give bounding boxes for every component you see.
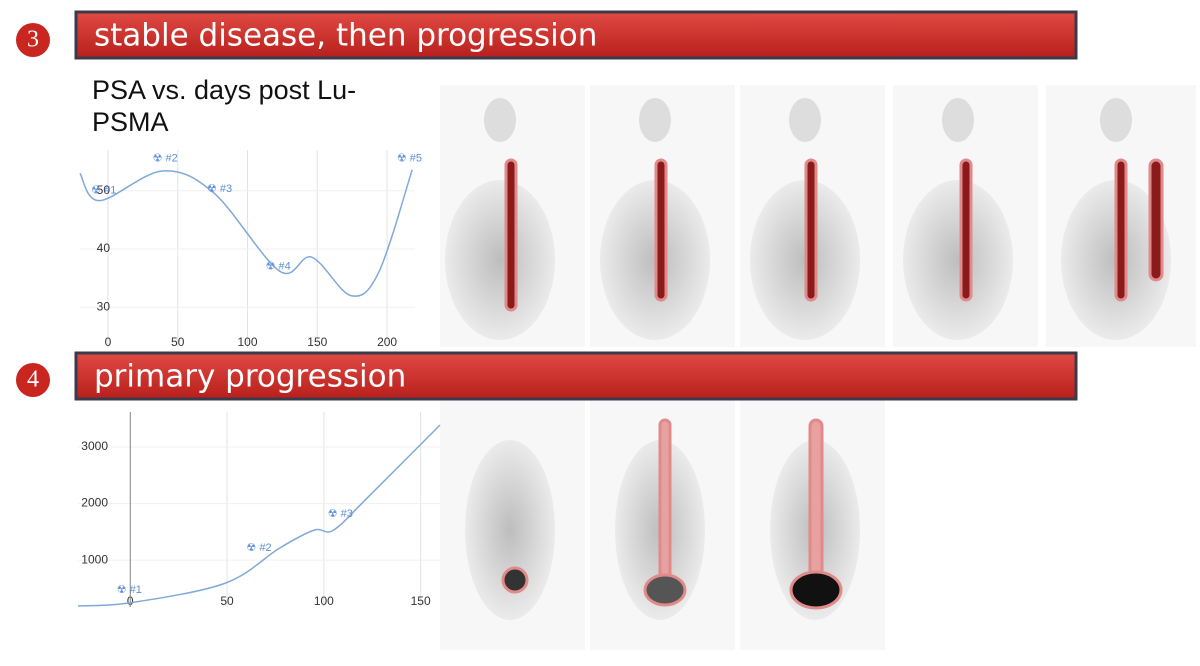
- line: [79, 169, 413, 297]
- x-tick-label: 50: [171, 335, 185, 349]
- annotation: ☢ #2: [153, 153, 178, 165]
- y-tick-label: 1000: [81, 552, 108, 566]
- x-tick-label: 200: [377, 335, 397, 349]
- section-number: 4: [27, 367, 39, 393]
- section-header: stable disease, then progression 3: [16, 10, 1078, 60]
- annotation: ☢ #1: [91, 185, 116, 197]
- section-title: primary progression: [94, 359, 406, 395]
- section-number: 3: [27, 27, 39, 53]
- line: [77, 424, 441, 607]
- y-tick-label: 30: [97, 299, 111, 313]
- x-tick-label: 150: [307, 335, 327, 349]
- annotation: ☢ #3: [207, 183, 232, 195]
- annotation: ☢ #5: [397, 153, 422, 165]
- y-tick-label: 3000: [81, 439, 108, 453]
- section-title: stable disease, then progression: [94, 18, 597, 54]
- y-tick-label: 40: [97, 241, 111, 255]
- x-tick-label: 50: [220, 594, 234, 608]
- x-tick-label: 0: [105, 335, 112, 349]
- y-tick-label: 50: [97, 183, 111, 197]
- section-header: primary progression 4: [16, 351, 1078, 401]
- x-tick-label: 100: [237, 335, 257, 349]
- annotation: ☢ #2: [246, 542, 271, 554]
- annotation: ☢ #4: [266, 260, 291, 272]
- pet-images: [440, 85, 1196, 650]
- x-tick-label: 150: [411, 594, 431, 608]
- chart-title: PSA vs. days post Lu-PSMA: [92, 75, 357, 137]
- x-tick-label: 100: [314, 594, 334, 608]
- annotation: ☢ #3: [328, 508, 353, 520]
- y-tick-label: 2000: [81, 496, 108, 510]
- annotation: ☢ #1: [117, 584, 142, 596]
